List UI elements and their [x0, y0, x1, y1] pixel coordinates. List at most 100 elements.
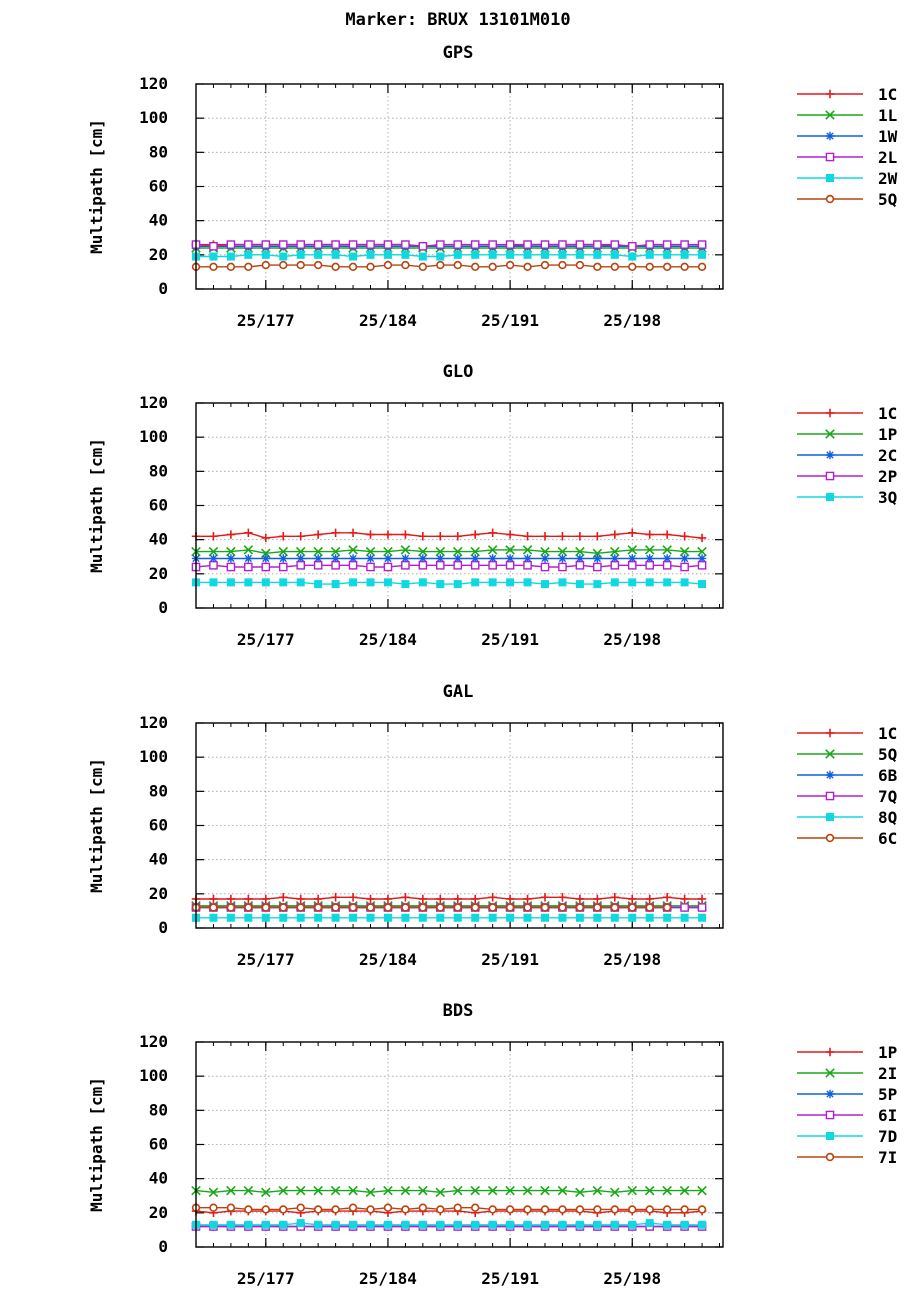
- gal-point-8q: [226, 913, 235, 922]
- gal-point-1c: [296, 894, 305, 904]
- glo-point-1c: [209, 532, 218, 541]
- glo-point-2p: [244, 562, 253, 572]
- gps-legend-marker: [825, 152, 835, 162]
- gps-point-2l: [575, 240, 585, 249]
- glo-point-1c: [680, 532, 689, 541]
- gps-series-2w: [192, 250, 707, 261]
- bds-point-2i: [487, 1185, 498, 1196]
- gps-point-5q: [610, 262, 620, 271]
- gal-point-6c: [366, 903, 375, 912]
- gal-point-6c: [436, 903, 445, 912]
- glo-point-1p: [470, 546, 480, 557]
- glo-point-2p: [488, 560, 497, 570]
- gps-point-2l: [401, 240, 410, 249]
- gal-point-1c: [540, 893, 550, 902]
- glo-point-1p: [313, 546, 323, 557]
- glo-point-2c: [383, 554, 393, 563]
- gps-point-2w: [279, 252, 288, 261]
- glo-point-1p: [226, 546, 236, 557]
- bds-point-2i: [435, 1187, 446, 1198]
- gal-legend-label: 8Q: [878, 808, 897, 827]
- gps-point-5q: [226, 262, 236, 271]
- gps-legend-marker: [825, 110, 835, 120]
- gal-legend-item-8q: 8Q: [797, 808, 897, 827]
- bds-point-2i: [470, 1185, 480, 1196]
- bds-point-2i: [505, 1185, 515, 1196]
- glo-point-1c: [366, 530, 375, 539]
- glo-point-2c: [279, 554, 288, 563]
- glo-point-1c: [628, 528, 637, 538]
- glo-line-1p: [196, 549, 703, 555]
- glo-legend-item-2c: 2C: [797, 446, 897, 465]
- gps-point-5q: [488, 262, 497, 271]
- gal-point-6c: [296, 903, 305, 912]
- gps-point-5q: [261, 260, 271, 270]
- bds-point-7i: [296, 1203, 305, 1212]
- gps-ytick-label: 60: [149, 177, 168, 196]
- gal-point-8q: [401, 913, 410, 922]
- gal-point-6c: [488, 903, 497, 912]
- gal-legend-marker: [825, 833, 835, 843]
- glo-series-1p: [191, 545, 707, 559]
- gal-point-6c: [558, 903, 567, 912]
- glo-point-2c: [697, 554, 707, 563]
- bds-point-2i: [365, 1187, 376, 1198]
- gal-point-8q: [541, 913, 550, 922]
- gal-ytick-label: 80: [149, 781, 168, 800]
- gal-point-6c: [348, 903, 358, 912]
- gps-point-2l: [645, 240, 655, 249]
- glo-point-1p: [383, 546, 393, 557]
- gal-point-1c: [436, 894, 445, 904]
- gal-line-1c: [196, 896, 703, 900]
- glo-point-3q: [383, 578, 392, 587]
- gps-point-5q: [540, 260, 550, 270]
- bds-ytick-label: 20: [149, 1203, 168, 1222]
- glo-point-2p: [226, 562, 236, 572]
- gps-xtick-label: 25/198: [603, 311, 661, 330]
- gps-point-2l: [680, 240, 689, 249]
- gal-point-6c: [418, 903, 428, 912]
- bds-point-7d: [401, 1220, 410, 1229]
- glo-point-1c: [505, 530, 515, 539]
- glo-point-2p: [261, 562, 271, 572]
- gps-point-2w: [680, 250, 689, 259]
- glo-legend-label: 2C: [878, 446, 897, 465]
- gps-series-5q: [191, 260, 707, 271]
- gal-legend-label: 6C: [878, 829, 897, 848]
- gal-ytick-label: 40: [149, 850, 168, 869]
- glo-legend-item-3q: 3Q: [797, 488, 897, 507]
- bds-legend-label: 7I: [878, 1148, 897, 1167]
- bds-panel: BDS Multipath [cm] 0 20 40 60 80 100 120 25/177 25…: [87, 1001, 897, 1288]
- gps-legend-marker: [825, 194, 835, 204]
- gal-point-6c: [540, 903, 550, 912]
- gps-legend-marker: [826, 174, 834, 182]
- gps-point-2l: [278, 240, 288, 249]
- glo-point-2c: [628, 554, 637, 563]
- gps-legend-item-1l: 1L: [797, 106, 897, 125]
- gal-point-1c: [645, 894, 654, 904]
- glo-ytick-label: 40: [149, 530, 168, 549]
- gal-point-8q: [296, 913, 305, 922]
- glo-point-3q: [523, 578, 532, 587]
- gal-point-8q: [418, 913, 427, 922]
- bds-legend-item-5p: 5P: [797, 1085, 897, 1104]
- gps-point-5q: [348, 262, 358, 271]
- gps-point-5q: [471, 262, 480, 271]
- gps-point-2l: [470, 240, 480, 249]
- gal-ylabel: Multipath [cm]: [87, 758, 106, 893]
- gps-point-2w: [349, 252, 358, 261]
- gps-plot-frame: [195, 83, 724, 290]
- bds-point-2i: [243, 1185, 254, 1196]
- gal-plot-frame: [195, 722, 724, 929]
- glo-point-3q: [314, 580, 323, 589]
- gal-point-1c: [261, 894, 271, 904]
- glo-point-1c: [558, 532, 567, 541]
- glo-point-1p: [697, 546, 707, 557]
- gps-point-2l: [523, 240, 532, 249]
- glo-point-2p: [418, 560, 428, 570]
- glo-point-2c: [296, 554, 305, 563]
- bds-point-7d: [593, 1220, 602, 1229]
- gps-point-2l: [488, 240, 497, 249]
- bds-legend-label: 5P: [878, 1085, 897, 1104]
